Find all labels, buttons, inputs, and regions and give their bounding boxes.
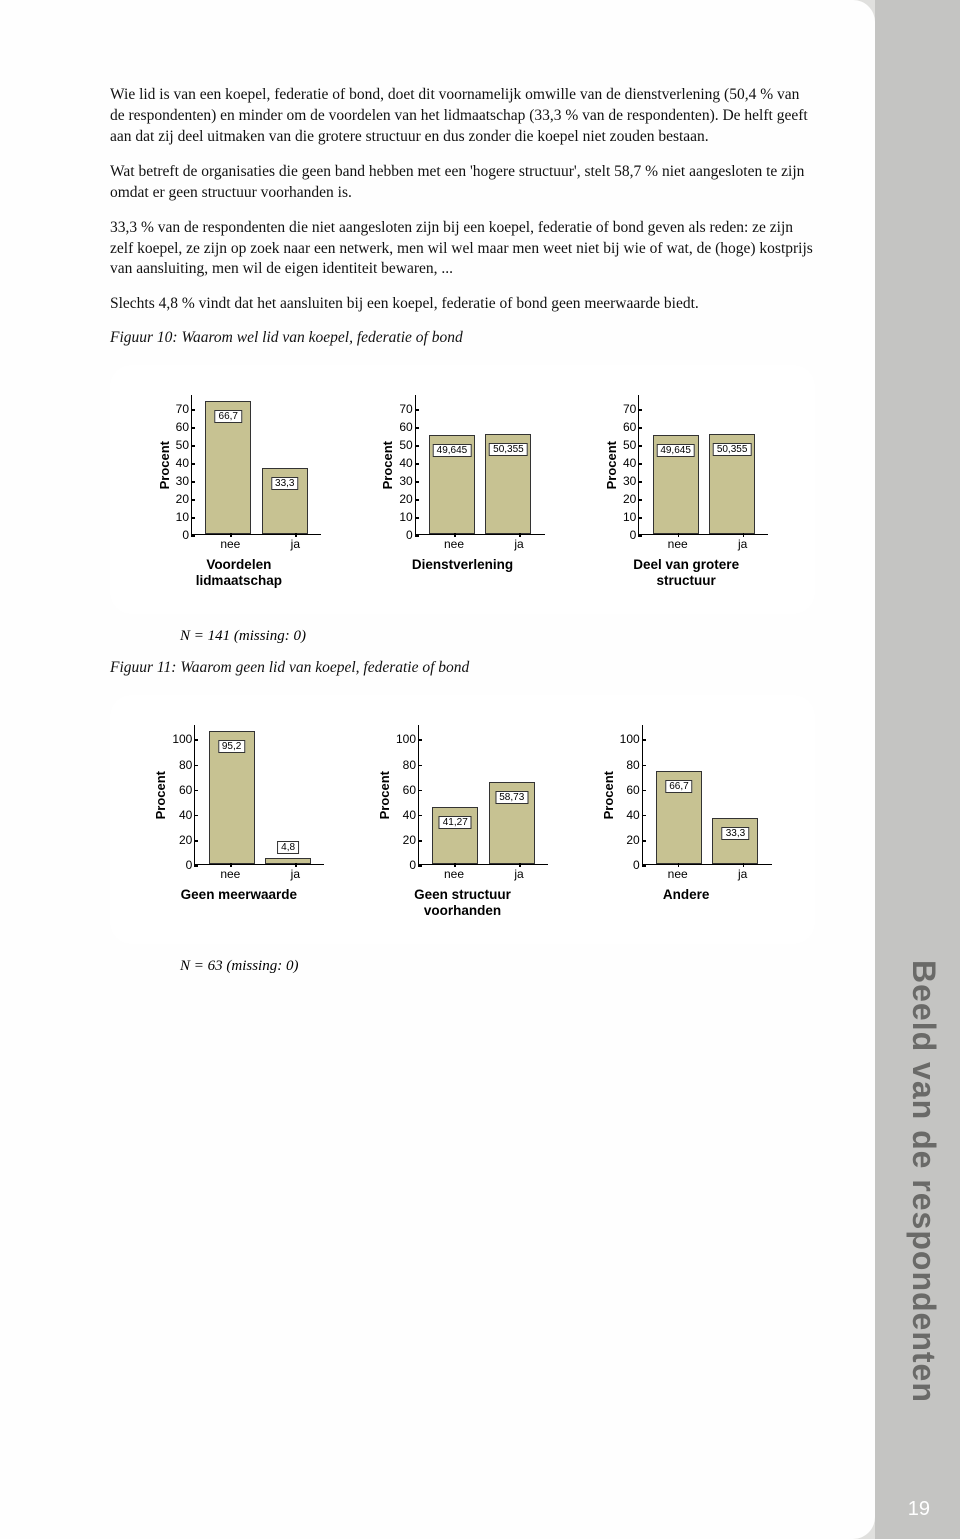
bar-value-label: 95,2	[218, 740, 245, 753]
y-axis-ticks: 706050403020100	[623, 402, 638, 542]
chart-bar: 50,355	[709, 434, 755, 535]
bar-value-label: 4,8	[277, 841, 299, 854]
bar-value-label: 49,645	[433, 444, 472, 457]
y-axis-ticks: 100806040200	[396, 732, 418, 872]
y-axis-label: Procent	[380, 441, 395, 489]
x-axis-ticks: neeja	[645, 867, 775, 881]
y-axis-ticks: 706050403020100	[176, 402, 191, 542]
chart-subplot: Procent 100806040200 41,27 58,73 neeja Geen s…	[356, 725, 570, 918]
figure-10-panel: Procent 706050403020100 66,7 33,3 neeja Voord…	[110, 365, 815, 614]
chart-title: Geen structuurvoorhanden	[414, 887, 511, 918]
bar-value-label: 50,355	[489, 443, 528, 456]
chart-subplot: Procent 100806040200 95,2 4,8 neeja Geen meer…	[132, 725, 346, 918]
chart-bar: 50,355	[485, 434, 531, 535]
paragraph-4: Slechts 4,8 % vindt dat het aansluiten b…	[110, 294, 815, 315]
figure-10-note: N = 141 (missing: 0)	[180, 628, 815, 645]
y-axis-label: Procent	[377, 771, 392, 819]
figure-11-caption: Figuur 11: Waarom geen lid van koepel, f…	[110, 659, 815, 677]
bar-value-label: 58,73	[495, 791, 528, 804]
paragraph-2: Wat betreft de organisaties die geen ban…	[110, 162, 815, 204]
bar-value-label: 41,27	[439, 816, 472, 829]
chart-plot-area: 66,7 33,3	[642, 725, 772, 865]
chart-bar: 95,2	[209, 731, 255, 864]
chart-bar: 66,7	[656, 771, 702, 864]
y-axis-label: Procent	[153, 771, 168, 819]
chart-plot-area: 95,2 4,8	[194, 725, 324, 865]
x-axis-ticks: neeja	[198, 867, 328, 881]
paragraph-3: 33,3 % van de respondenten die niet aang…	[110, 218, 815, 281]
figure-11-panel: Procent 100806040200 95,2 4,8 neeja Geen meer…	[110, 695, 815, 944]
chart-title: Andere	[663, 887, 710, 903]
chart-bar: 58,73	[489, 782, 535, 864]
y-axis-ticks: 100806040200	[172, 732, 194, 872]
chart-plot-area: 66,7 33,3	[191, 395, 321, 535]
chart-title: Deel van groterestructuur	[633, 557, 739, 588]
chart-subplot: Procent 100806040200 66,7 33,3 neeja Andere	[579, 725, 793, 918]
page-content: Wie lid is van een koepel, federatie of …	[0, 0, 875, 1539]
chart-bar: 33,3	[262, 468, 308, 535]
figure-11-note: N = 63 (missing: 0)	[180, 958, 815, 975]
x-axis-ticks: neeja	[422, 867, 552, 881]
bar-value-label: 33,3	[271, 477, 298, 490]
page-number: 19	[908, 1498, 930, 1521]
y-axis-label: Procent	[601, 771, 616, 819]
chart-plot-area: 49,645 50,355	[415, 395, 545, 535]
chart-title: Geen meerwaarde	[181, 887, 297, 903]
y-axis-label: Procent	[604, 441, 619, 489]
chart-bar: 49,645	[653, 435, 699, 534]
y-axis-ticks: 100806040200	[620, 732, 642, 872]
bar-value-label: 66,7	[665, 780, 692, 793]
chart-bar: 66,7	[205, 401, 251, 534]
chart-bar: 33,3	[712, 818, 758, 865]
bar-value-label: 33,3	[722, 827, 749, 840]
chart-bar: 4,8	[265, 858, 311, 865]
bar-value-label: 49,645	[656, 444, 695, 457]
chart-plot-area: 41,27 58,73	[418, 725, 548, 865]
bar-value-label: 50,355	[713, 443, 752, 456]
chart-subplot: Procent 706050403020100 49,645 50,355 neeja D…	[579, 395, 793, 588]
chart-title: Voordelenlidmaatschap	[196, 557, 282, 588]
x-axis-ticks: neeja	[422, 537, 552, 551]
chart-bar: 41,27	[432, 807, 478, 865]
chart-plot-area: 49,645 50,355	[638, 395, 768, 535]
x-axis-ticks: neeja	[645, 537, 775, 551]
chart-subplot: Procent 706050403020100 66,7 33,3 neeja Voord…	[132, 395, 346, 588]
figure-10-caption: Figuur 10: Waarom wel lid van koepel, fe…	[110, 329, 815, 347]
chart-title: Dienstverlening	[412, 557, 513, 573]
x-axis-ticks: neeja	[198, 537, 328, 551]
y-axis-label: Procent	[157, 441, 172, 489]
y-axis-ticks: 706050403020100	[399, 402, 414, 542]
side-section-title: Beeld van de respondenten	[905, 960, 942, 1403]
chart-bar: 49,645	[429, 435, 475, 534]
bar-value-label: 66,7	[215, 410, 242, 423]
chart-subplot: Procent 706050403020100 49,645 50,355 neeja D…	[356, 395, 570, 588]
paragraph-1: Wie lid is van een koepel, federatie of …	[110, 85, 815, 148]
